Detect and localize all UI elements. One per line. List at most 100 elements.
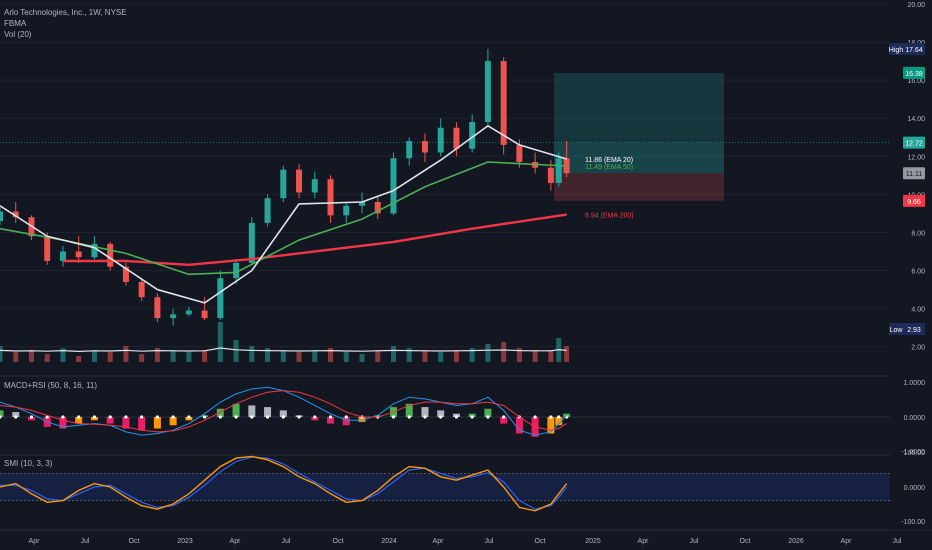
volume-bar xyxy=(390,346,396,362)
indicator-smi-label[interactable]: SMI (10, 3, 3) xyxy=(4,459,53,468)
volume-bar xyxy=(501,342,507,362)
time-tick-label: 2025 xyxy=(585,538,601,545)
smi-tick-label: 0.0000 xyxy=(904,485,926,492)
time-axis[interactable]: Apr Jul Oct 2023 Apr Jul Oct 2024 Apr Jul Oct 2025 A… xyxy=(29,538,902,545)
time-tick-label: Apr xyxy=(433,538,445,545)
price-badge-bg xyxy=(903,167,925,180)
smi-line xyxy=(0,455,568,512)
macd-dot xyxy=(486,415,490,419)
macd-histogram-bar xyxy=(0,410,4,417)
price-tick-label: 4.00 xyxy=(911,307,925,314)
candle-body xyxy=(201,310,208,319)
volume-bar xyxy=(485,344,491,362)
volume-bar xyxy=(123,346,129,362)
time-tick-label: Oct xyxy=(129,538,140,545)
long-position-box[interactable] xyxy=(0,72,890,201)
volume-bar xyxy=(233,340,239,362)
volume-bar xyxy=(60,348,66,362)
price-axis[interactable]: 20.0018.0016.0014.0012.0010.008.006.004.… xyxy=(889,0,932,530)
price-axis-bg xyxy=(890,0,932,530)
macd-signal-line xyxy=(0,390,567,433)
position-profit-zone xyxy=(554,142,724,174)
volume-bar xyxy=(516,348,522,362)
macd-histogram-bar xyxy=(421,407,429,417)
candlestick-series[interactable] xyxy=(0,48,570,326)
macd-pane[interactable] xyxy=(0,386,890,437)
macd-histogram-bar xyxy=(500,417,508,424)
candle-body xyxy=(296,169,303,193)
indicator-volume-label[interactable]: Vol (20) xyxy=(4,30,32,39)
macd-dot xyxy=(155,415,159,419)
time-tick-label: Oct xyxy=(535,538,546,545)
macd-dot xyxy=(45,415,49,419)
volume-bar xyxy=(217,322,223,362)
volume-bar xyxy=(328,348,334,362)
candle-body xyxy=(484,61,491,123)
macd-histogram-bar xyxy=(405,403,413,417)
volume-bar xyxy=(28,350,34,362)
macd-histogram-bar xyxy=(12,412,20,417)
macd-histogram-bar xyxy=(122,417,130,429)
time-tick-label: Apr xyxy=(841,538,853,545)
macd-dot xyxy=(502,415,506,419)
price-tick-label: 12.00 xyxy=(907,154,925,161)
position-stop-zone xyxy=(554,173,724,201)
macd-tick-label: -1.0000 xyxy=(901,449,925,456)
volume-bar xyxy=(91,350,97,362)
symbol-title[interactable]: Arlo Technologies, Inc., 1W, NYSE xyxy=(4,8,127,17)
candle-body xyxy=(437,127,444,153)
macd-dot xyxy=(313,415,317,419)
time-tick-label: Apr xyxy=(29,538,41,545)
macd-dot xyxy=(203,415,207,419)
candle-body xyxy=(374,201,381,214)
candle-body xyxy=(547,167,554,183)
time-tick-label: Oct xyxy=(333,538,344,545)
macd-dot xyxy=(281,415,285,419)
macd-dot xyxy=(234,415,238,419)
price-badge-tag-bg xyxy=(889,322,903,335)
ema200-label: 8.94 (EMA 200) xyxy=(585,213,634,220)
macd-histogram-bar xyxy=(27,417,35,421)
macd-histogram-bar xyxy=(515,417,523,434)
volume-bar xyxy=(532,350,538,362)
ema20-label: 11.86 (EMA 20) xyxy=(585,157,633,164)
time-tick-label: Apr xyxy=(638,538,650,545)
macd-histogram-bar xyxy=(264,407,272,417)
smi-tick-label: 100.00 xyxy=(904,450,926,457)
volume-bar xyxy=(202,350,208,362)
volume-bar xyxy=(453,350,459,362)
macd-dot xyxy=(265,415,270,419)
indicator-macd-rsi-label[interactable]: MACD+RSI (50, 8, 16, 11) xyxy=(4,381,97,390)
candle-body xyxy=(170,314,177,319)
candle-body xyxy=(122,266,129,282)
macd-histogram-bar xyxy=(437,410,445,417)
volume-bar xyxy=(139,354,145,362)
time-tick-label: Jul xyxy=(485,538,494,545)
candle-body xyxy=(469,122,476,149)
indicator-fbma-label[interactable]: FBMA xyxy=(4,19,27,28)
macd-dot xyxy=(344,415,348,419)
ema20-line xyxy=(0,125,567,304)
price-badge-bg xyxy=(903,194,925,207)
price-tick-label: 6.00 xyxy=(911,269,925,276)
macd-dot xyxy=(0,415,2,419)
candle-body xyxy=(91,243,98,258)
macd-dot xyxy=(423,415,427,419)
volume-bar xyxy=(154,348,160,362)
price-tick-label: 2.00 xyxy=(911,345,925,352)
macd-dot xyxy=(140,415,144,419)
macd-histogram-bar xyxy=(279,410,287,417)
position-target-zone xyxy=(554,72,724,143)
macd-histogram-bar xyxy=(248,405,256,417)
volume-bar xyxy=(0,346,3,362)
candle-body xyxy=(453,127,460,149)
smi-tick-label: -100.00 xyxy=(901,519,925,526)
volume-bar xyxy=(13,352,19,362)
candle-body xyxy=(555,158,562,183)
smi-pane[interactable] xyxy=(0,455,890,512)
price-badge-value: 11.11 xyxy=(906,171,923,178)
macd-dot xyxy=(533,415,537,419)
macd-dot xyxy=(14,415,18,419)
candle-body xyxy=(327,179,334,216)
